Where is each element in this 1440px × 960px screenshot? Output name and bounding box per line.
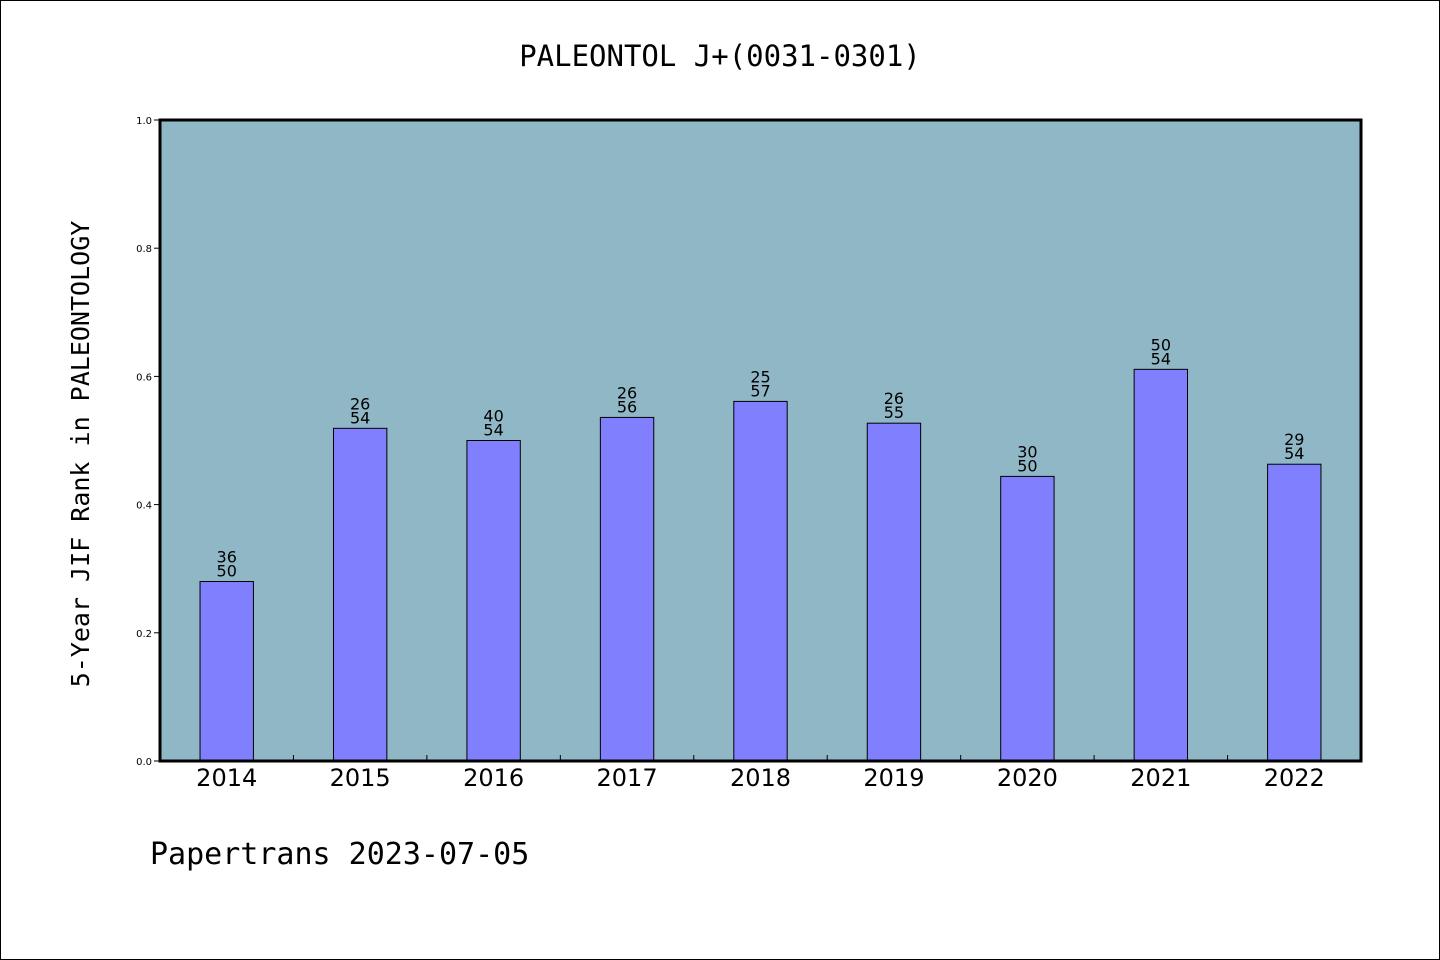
x-tick-label: 2020 <box>997 764 1058 792</box>
bar-total-label: 56 <box>617 397 637 416</box>
bar-rank-label: 30 <box>1017 442 1037 461</box>
y-axis-label: 5-Year JIF Rank in PALEONTOLOGY <box>66 221 95 688</box>
bar-rank-label: 36 <box>217 548 237 567</box>
bar-total-label: 57 <box>750 381 770 400</box>
y-tick-label: 0.6 <box>136 372 152 383</box>
bar-2022 <box>1267 463 1322 762</box>
x-tick-label: 2022 <box>1264 764 1325 792</box>
bar-total-label: 50 <box>217 562 237 581</box>
x-tick-label: 2016 <box>463 764 524 792</box>
bar-2016 <box>466 440 521 762</box>
bar-total-label: 55 <box>884 403 904 422</box>
bar-2021 <box>1133 368 1189 762</box>
bar-rank-label: 26 <box>884 389 904 408</box>
bar-total-label: 54 <box>1151 349 1171 368</box>
x-axis-ticks: 2014 2015 2016 2017 2018 2019 2020 2021 2022 <box>196 755 1325 792</box>
bar-2019 <box>866 422 922 762</box>
bar-rank-label: 29 <box>1284 430 1304 449</box>
x-tick-label: 2014 <box>196 764 257 792</box>
plot-border <box>158 118 1363 763</box>
bar-total-label: 54 <box>483 421 503 440</box>
x-tick-label: 2017 <box>597 764 658 792</box>
bar-2020 <box>1000 475 1055 762</box>
bar-total-label: 54 <box>1284 444 1304 463</box>
bar-rank-label: 26 <box>617 383 637 402</box>
bar-total-label: 54 <box>350 408 370 427</box>
x-tick-label: 2019 <box>863 764 924 792</box>
y-axis-ticks: 0.0 0.2 0.4 0.6 0.8 1.0 <box>136 116 160 768</box>
bar-rank-label: 25 <box>750 367 770 386</box>
bar-2014 <box>199 581 254 762</box>
footer-text: Papertrans 2023-07-05 <box>150 837 529 872</box>
x-tick-label: 2018 <box>730 764 791 792</box>
bar-rank-label: 26 <box>350 394 370 413</box>
bar-rank-label: 40 <box>483 407 503 426</box>
y-tick-label: 0.2 <box>136 629 152 640</box>
x-tick-label: 2021 <box>1130 764 1191 792</box>
x-tick-label: 2015 <box>330 764 391 792</box>
y-tick-label: 0.0 <box>136 757 152 768</box>
bar-total-label: 50 <box>1017 456 1037 475</box>
chart-title: PALEONTOL J+(0031-0301) <box>519 39 921 73</box>
y-tick-label: 0.4 <box>136 501 152 512</box>
bar-2017 <box>599 416 655 762</box>
bar-2015 <box>332 427 388 762</box>
bar-2018 <box>733 400 788 762</box>
y-tick-label: 1.0 <box>136 116 152 127</box>
y-tick-label: 0.8 <box>136 244 152 255</box>
bar-rank-label: 50 <box>1151 335 1171 354</box>
